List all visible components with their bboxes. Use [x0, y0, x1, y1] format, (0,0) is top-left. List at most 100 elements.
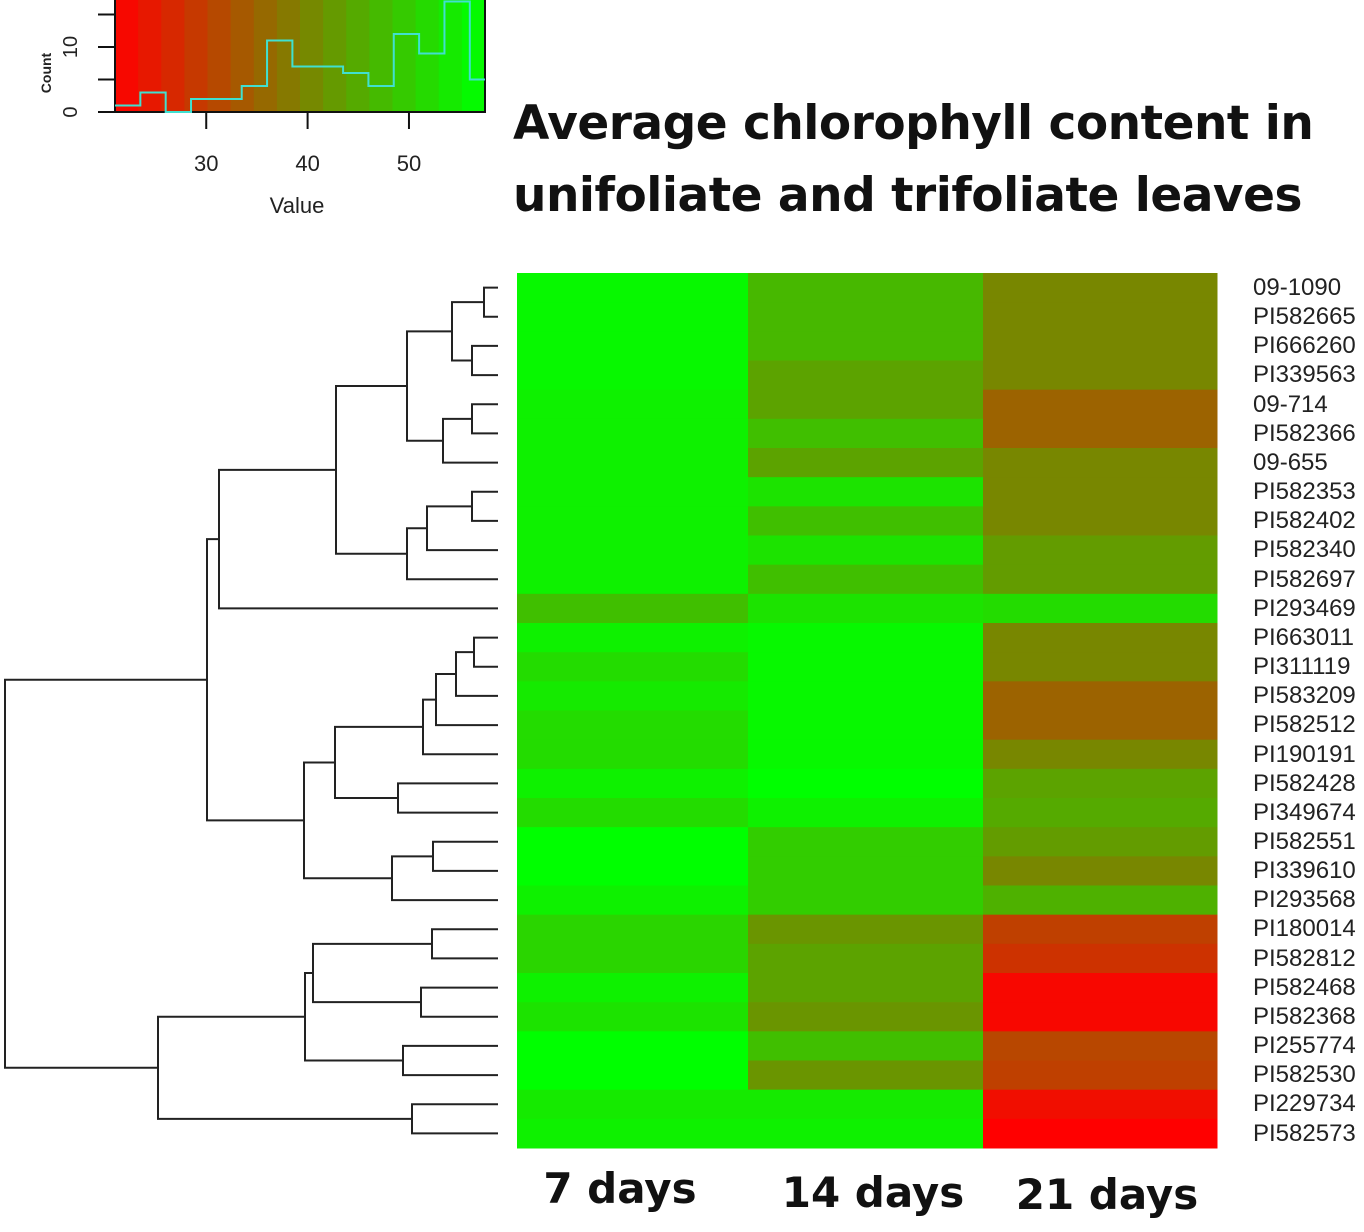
heatmap-cell: [983, 564, 1218, 595]
heatmap-cell: [983, 681, 1218, 711]
heatmap-cell: [517, 448, 749, 478]
row-label: PI666260: [1253, 332, 1356, 360]
dendrogram-branch: [397, 782, 498, 814]
heatmap-cell: [983, 418, 1218, 449]
row-label: PI582366: [1253, 419, 1356, 447]
x-axis-label: Value: [270, 193, 325, 218]
heatmap-cell: [983, 710, 1218, 741]
dendrogram-branch: [157, 1015, 412, 1120]
heatmap-cell: [748, 1089, 984, 1120]
heatmap-cell: [517, 798, 749, 828]
heatmap-cell: [517, 1031, 749, 1061]
heatmap-cell: [517, 389, 749, 420]
heatmap-cell: [517, 506, 749, 536]
color-key-frame: [114, 0, 486, 113]
y-tick-label: 10: [60, 36, 82, 58]
heatmap-cell: [748, 418, 984, 449]
heatmap-cell: [983, 506, 1218, 536]
heatmap-cell: [983, 885, 1218, 916]
row-label: PI582530: [1253, 1061, 1356, 1089]
heatmap-cell: [517, 856, 749, 886]
dendrogram-branch: [304, 972, 403, 1062]
dendrogram-branch: [406, 330, 452, 442]
heatmap-cell: [517, 652, 749, 682]
heatmap-cell: [748, 739, 984, 770]
row-label: 09-1090: [1253, 274, 1342, 301]
color-key-band: [115, 0, 139, 112]
heatmap-cell: [517, 564, 749, 595]
y-tick-label: 0: [60, 106, 82, 117]
row-label: PI255774: [1253, 1032, 1356, 1060]
color-key-band: [461, 0, 486, 112]
heatmap-cell: [517, 768, 749, 799]
dendrogram-branch: [206, 538, 304, 822]
color-key-band: [346, 0, 370, 112]
heatmap-cell: [517, 973, 749, 1003]
row-dendrogram: [4, 286, 498, 1135]
heatmap-cell: [517, 1002, 749, 1032]
row-label: PI311119: [1253, 653, 1351, 681]
row-label: PI582812: [1253, 944, 1356, 972]
row-label: PI582468: [1253, 973, 1356, 1001]
heatmap-cell: [748, 506, 984, 536]
dendrogram-branch: [402, 1044, 498, 1077]
dendrogram-branch: [471, 490, 498, 522]
y-axis-label: Count: [38, 52, 54, 93]
color-key-band: [323, 0, 347, 112]
heatmap-cell: [983, 331, 1218, 361]
x-tick-label: 30: [194, 151, 218, 176]
color-key-band: [207, 0, 232, 112]
heatmap-cell: [748, 710, 984, 741]
heatmap-cell: [983, 914, 1218, 945]
heatmap-cell: [983, 1002, 1218, 1032]
dendrogram-branch: [442, 417, 498, 464]
heatmap-cell: [983, 768, 1218, 799]
heatmap-cell: [517, 477, 749, 507]
row-label: PI180014: [1253, 915, 1356, 943]
row-label: 09-655: [1253, 448, 1328, 476]
heatmap-cell: [748, 914, 984, 945]
color-key-band: [184, 0, 208, 112]
heatmap-cell: [517, 827, 749, 857]
heatmap-cell: [748, 1060, 984, 1091]
heatmap-cell: [748, 1118, 984, 1149]
heatmap-cell: [748, 535, 984, 566]
color-key: 0 10 Count 30 40 50 Value: [38, 0, 486, 218]
heatmap-cell: [748, 564, 984, 595]
chart-title-line-2: unifoliate and trifoliate leaves: [513, 168, 1302, 223]
dendrogram-branch: [483, 286, 498, 318]
heatmap-cell: [983, 623, 1218, 653]
row-label: PI583209: [1253, 682, 1356, 710]
x-tick-label: 40: [295, 151, 319, 176]
heatmap-cell: [517, 418, 749, 449]
heatmap-cells: [517, 273, 1218, 1149]
dendrogram-branch: [406, 527, 498, 581]
dendrogram-branch: [455, 651, 498, 697]
dendrogram-branch: [471, 344, 498, 377]
dendrogram-branch: [451, 301, 484, 362]
row-label: 09-714: [1253, 390, 1328, 418]
heatmap-cell: [983, 739, 1218, 770]
heatmap-cell: [983, 535, 1218, 566]
color-key-histogram: [115, 0, 485, 113]
heatmap-cell: [517, 273, 749, 303]
row-label: PI339563: [1253, 361, 1356, 389]
dendrogram-branch: [426, 505, 498, 552]
dendrogram-branch: [435, 673, 498, 727]
heatmap-cell: [517, 943, 749, 974]
heatmap-cell: [983, 360, 1218, 391]
color-key-band: [415, 0, 440, 112]
dendrogram-branch: [303, 761, 392, 880]
color-key-band: [369, 0, 393, 112]
heatmap-cell: [517, 302, 749, 332]
column-label-7-days: 7 days: [543, 1164, 697, 1213]
row-label: PI663011: [1253, 623, 1354, 651]
heatmap-cell: [983, 593, 1218, 624]
heatmap-cell: [983, 1118, 1218, 1149]
heatmap-cell: [983, 1060, 1218, 1091]
heatmap-cell: [983, 798, 1218, 828]
heatmap-cell: [748, 1031, 984, 1061]
dendrogram-branch: [411, 1103, 498, 1135]
heatmap-cell: [748, 856, 984, 886]
heatmap-cell: [748, 477, 984, 507]
